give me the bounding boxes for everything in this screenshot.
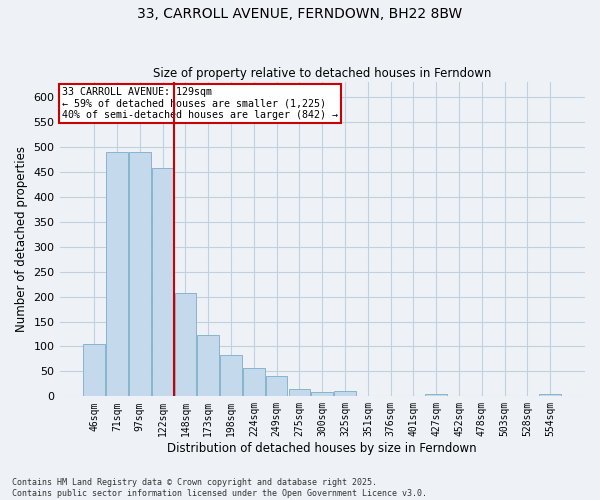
Bar	[266, 376, 287, 396]
Bar	[311, 392, 333, 396]
X-axis label: Distribution of detached houses by size in Ferndown: Distribution of detached houses by size …	[167, 442, 477, 455]
Bar	[106, 152, 128, 396]
Bar	[243, 368, 265, 396]
Text: Contains HM Land Registry data © Crown copyright and database right 2025.
Contai: Contains HM Land Registry data © Crown c…	[12, 478, 427, 498]
Text: 33, CARROLL AVENUE, FERNDOWN, BH22 8BW: 33, CARROLL AVENUE, FERNDOWN, BH22 8BW	[137, 8, 463, 22]
Bar	[197, 335, 219, 396]
Text: 33 CARROLL AVENUE: 129sqm
← 59% of detached houses are smaller (1,225)
40% of se: 33 CARROLL AVENUE: 129sqm ← 59% of detac…	[62, 87, 338, 120]
Bar	[175, 292, 196, 397]
Title: Size of property relative to detached houses in Ferndown: Size of property relative to detached ho…	[153, 66, 491, 80]
Bar	[425, 394, 447, 396]
Bar	[220, 355, 242, 397]
Bar	[289, 390, 310, 396]
Bar	[334, 391, 356, 396]
Bar	[539, 394, 561, 396]
Bar	[129, 152, 151, 396]
Y-axis label: Number of detached properties: Number of detached properties	[15, 146, 28, 332]
Bar	[83, 344, 105, 397]
Bar	[152, 168, 173, 396]
